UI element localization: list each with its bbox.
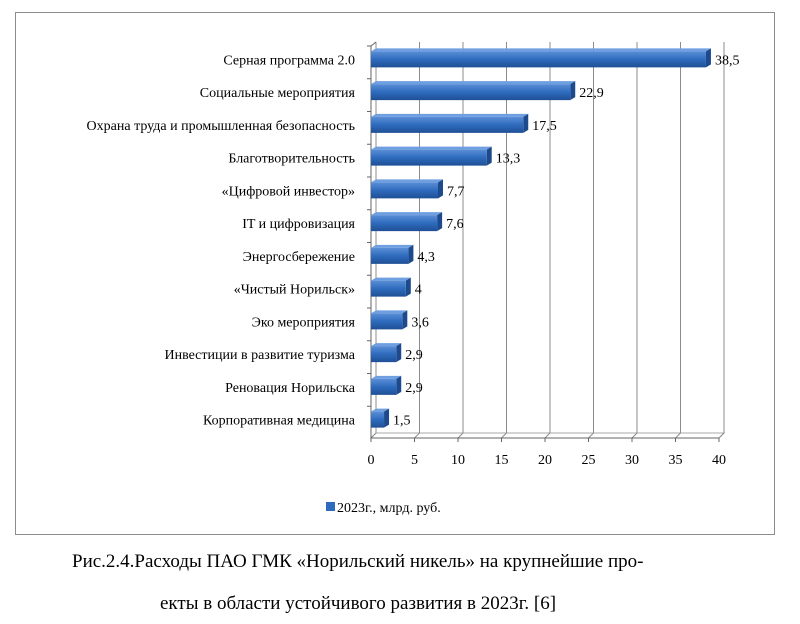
category-label: IT и цифровизация (242, 217, 355, 232)
bar (371, 346, 397, 363)
bar-top (371, 343, 402, 347)
bar-side (402, 310, 408, 330)
x-tick-label: 10 (451, 453, 465, 468)
category-label: Охрана труда и промышленная безопасность (87, 119, 355, 134)
category-label: Корпоративная медицина (203, 414, 356, 429)
legend-swatch (326, 502, 335, 511)
bar-side (486, 146, 492, 166)
bar-top (371, 375, 402, 379)
gridline-floor (414, 432, 420, 439)
gridline-floor (675, 432, 681, 439)
bar (371, 378, 397, 395)
bar-side (408, 244, 414, 264)
bar-side (396, 343, 402, 363)
bar-side (437, 179, 443, 199)
bar (371, 215, 438, 232)
bar-top (371, 244, 414, 248)
bar (371, 116, 524, 133)
category-label: Эко мероприятия (252, 315, 356, 330)
x-tick-label: 30 (625, 453, 639, 468)
y-axis-top (370, 41, 377, 47)
bar (371, 51, 706, 68)
data-label: 7,7 (447, 184, 465, 199)
bar (371, 84, 571, 101)
x-tick-label: 25 (582, 453, 596, 468)
bar (371, 149, 487, 166)
bar (371, 182, 438, 199)
chart-frame (15, 12, 775, 535)
bar-side (384, 408, 390, 428)
bar-side (405, 277, 411, 297)
bar-top (371, 113, 529, 117)
bar-side (396, 375, 402, 395)
data-label: 2,9 (405, 381, 423, 396)
data-label: 13,3 (496, 152, 520, 167)
gridline-floor (370, 432, 377, 439)
category-label: Серная программа 2.0 (223, 53, 355, 68)
bar-side (523, 113, 529, 133)
bar-top (371, 408, 390, 412)
bar (371, 280, 406, 297)
x-tick-label: 15 (495, 453, 509, 468)
bar-top (371, 48, 711, 52)
bar-top (371, 212, 443, 216)
bar-top (371, 179, 443, 183)
x-tick-label: 35 (669, 453, 683, 468)
bar-top (371, 81, 576, 85)
gridline-floor (501, 432, 507, 439)
category-label: «Цифровой инвестор» (222, 184, 355, 199)
gridline-floor (457, 432, 464, 439)
gridline-floor (631, 432, 638, 439)
data-label: 3,6 (411, 315, 429, 330)
data-label: 22,9 (579, 86, 604, 101)
data-label: 17,5 (532, 119, 557, 134)
gridline-floor (718, 432, 725, 439)
figure-caption-line-1: Рис.2.4.Расходы ПАО ГМК «Норильский нике… (72, 551, 644, 572)
bar (371, 411, 385, 428)
category-label: Инвестиции в развитие туризма (164, 348, 355, 363)
data-label: 38,5 (715, 53, 740, 68)
bar (371, 247, 409, 264)
data-label: 4,3 (417, 250, 435, 265)
bar-side (570, 81, 576, 101)
data-label: 2,9 (405, 348, 423, 363)
bar-chart: 0 5 10 15 20 25 30 35 40 Серная программа 2.0 38,5… (87, 41, 740, 516)
data-label: 1,5 (393, 414, 411, 429)
category-label: Социальные мероприятия (200, 86, 356, 101)
gridline-floor (588, 432, 594, 439)
x-tick-label: 20 (538, 453, 552, 468)
bar-side (437, 212, 443, 232)
x-tick-label: 40 (712, 453, 726, 468)
bar-side (705, 48, 711, 68)
legend-label: 2023г., млрд. руб. (337, 501, 441, 516)
bar-top (371, 277, 411, 281)
category-label: «Чистый Норильск» (234, 283, 355, 298)
x-tick-label: 0 (368, 453, 375, 468)
gridline-floor (544, 432, 551, 439)
bar-top (371, 146, 492, 150)
data-label: 4 (415, 283, 422, 298)
category-label: Благотворительность (228, 152, 355, 167)
category-label: Реновация Норильска (225, 381, 356, 396)
category-label: Энергосбережение (243, 250, 355, 265)
figure-caption-line-2: екты в области устойчивого развития в 20… (160, 593, 557, 614)
x-tick-label: 5 (411, 453, 418, 468)
bar (371, 313, 403, 330)
data-label: 7,6 (446, 217, 464, 232)
bar-top (371, 310, 408, 314)
